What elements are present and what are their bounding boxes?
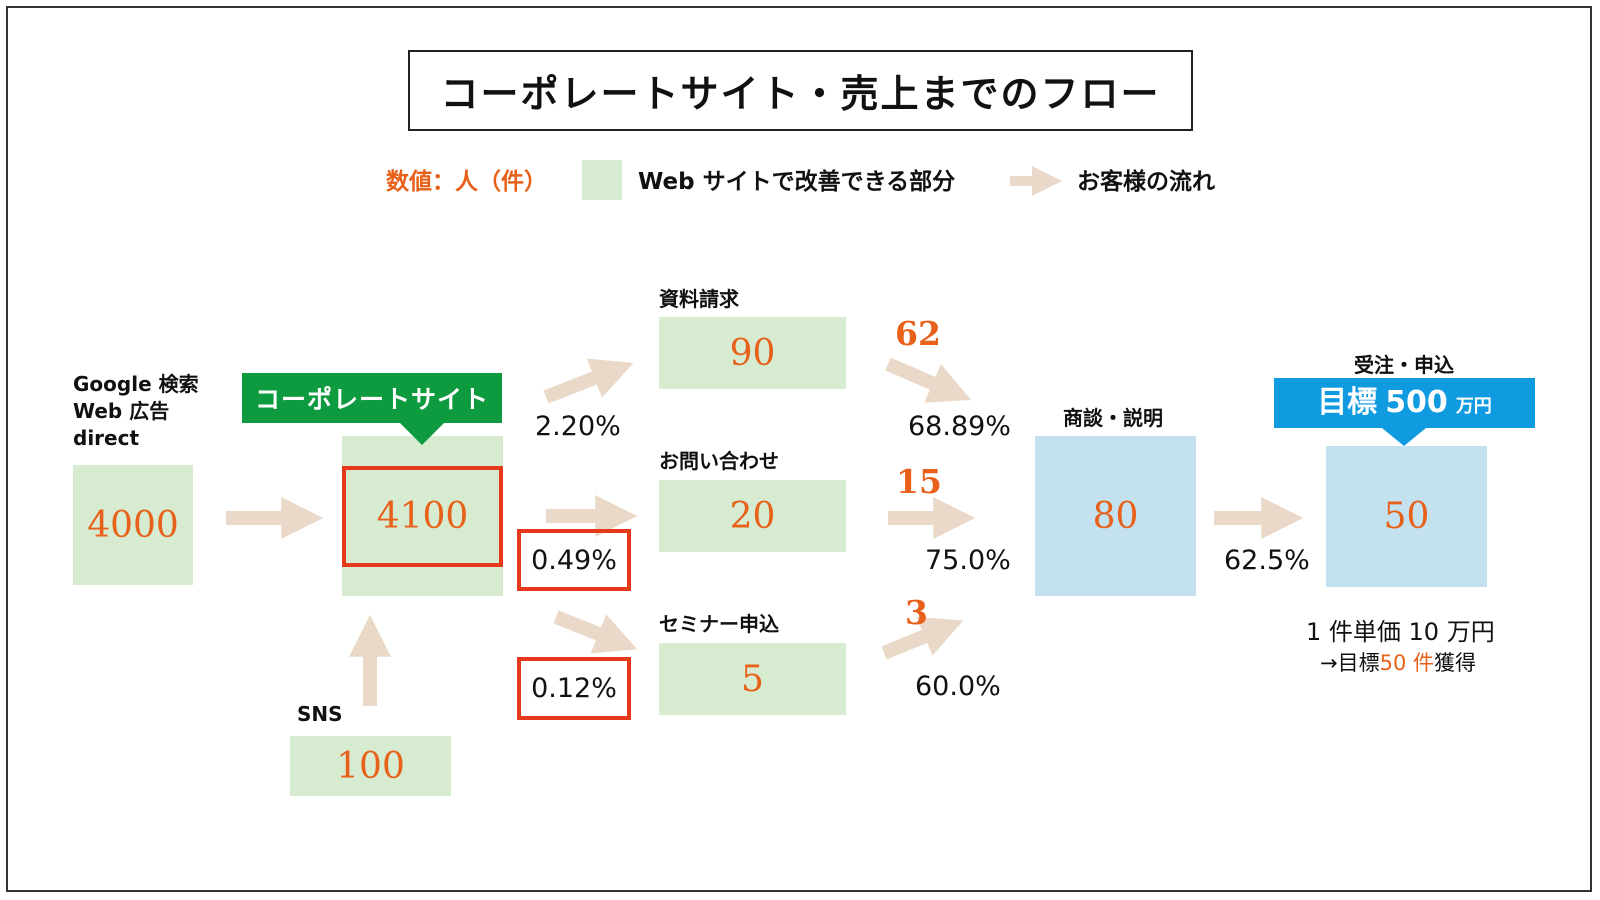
goal-note: →目標50 件獲得 <box>1320 647 1476 677</box>
flow-arrow-site-to-docs <box>543 358 634 404</box>
order-label: 受注・申込 <box>1354 353 1454 377</box>
order-box: 50 <box>1326 446 1487 587</box>
branch-inquiry-value: 20 <box>729 495 776 537</box>
sns-label: SNS <box>297 702 343 726</box>
legend-number-unit: 数値：人（件） <box>386 169 547 195</box>
meeting-to-order-rate: 62.5% <box>1224 545 1310 576</box>
slide-frame <box>6 6 1592 892</box>
sns-value: 100 <box>336 745 405 787</box>
order-target-prefix: 目標 <box>1317 385 1378 420</box>
goal-count: 50 件 <box>1379 651 1435 675</box>
unit-price-note: 1 件単価 10 万円 <box>1306 618 1495 646</box>
order-target-amount: 500 <box>1385 385 1448 420</box>
order-value: 50 <box>1383 496 1430 537</box>
branch-seminar-value: 5 <box>741 658 764 700</box>
corporate-site-value: 4100 <box>376 495 469 537</box>
flow-arrow-seminar-to-meeting <box>881 616 964 660</box>
inquiry-next-count: 15 <box>896 462 942 501</box>
branch-inquiry-label: お問い合わせ <box>659 449 779 473</box>
sources-label-google: Google 検索 <box>73 372 199 396</box>
goal-prefix: →目標 <box>1320 651 1380 675</box>
sources-value: 4000 <box>87 504 179 546</box>
legend-flow-label: お客様の流れ <box>1077 169 1215 195</box>
corporate-site-box: 4100 <box>342 436 503 596</box>
branch-seminar-box: 5 <box>659 643 846 715</box>
docs-next-count: 62 <box>895 314 941 353</box>
meeting-box: 80 <box>1035 436 1196 596</box>
branch-seminar-rate-box: 0.12% <box>517 657 631 720</box>
corporate-site-banner-pointer <box>400 423 444 445</box>
order-target-banner-pointer <box>1382 428 1426 446</box>
order-target-unit: 万円 <box>1455 396 1492 417</box>
branch-docs-rate: 2.20% <box>535 411 621 442</box>
branch-seminar-rate: 0.12% <box>531 673 617 704</box>
order-target-banner: 目標 500 万円 <box>1274 378 1535 428</box>
sources-label-web-ad: Web 広告 <box>73 399 170 423</box>
meeting-value: 80 <box>1092 495 1139 537</box>
branch-inquiry-box: 20 <box>659 480 846 552</box>
docs-next-rate: 68.89% <box>908 411 1011 442</box>
branch-inquiry-rate: 0.49% <box>531 544 617 576</box>
sources-label: Google 検索 Web 広告 direct <box>73 371 199 452</box>
corporate-site-highlight <box>342 466 503 567</box>
flow-arrow-docs-to-meeting <box>885 357 972 403</box>
corporate-site-banner: コーポレートサイト <box>242 373 502 423</box>
branch-inquiry-rate-box: 0.49% <box>517 529 631 591</box>
branch-docs-value: 90 <box>729 332 776 374</box>
branch-docs-box: 90 <box>659 317 846 389</box>
legend-green-swatch <box>582 160 622 200</box>
sns-value-box: 100 <box>290 736 451 796</box>
sources-label-direct: direct <box>73 426 140 450</box>
goal-suffix: 獲得 <box>1434 651 1477 675</box>
page-title: コーポレートサイト・売上までのフロー <box>408 50 1193 131</box>
seminar-next-rate: 60.0% <box>915 671 1001 702</box>
inquiry-next-rate: 75.0% <box>925 545 1011 576</box>
branch-docs-label: 資料請求 <box>659 287 739 311</box>
legend-web-area-label: Web サイトで改善できる部分 <box>638 169 956 195</box>
flow-arrow-site-to-seminar <box>553 610 638 654</box>
seminar-next-count: 3 <box>905 593 928 632</box>
meeting-label: 商談・説明 <box>1063 406 1163 430</box>
branch-seminar-label: セミナー申込 <box>659 612 779 636</box>
sources-value-box: 4000 <box>73 465 193 585</box>
